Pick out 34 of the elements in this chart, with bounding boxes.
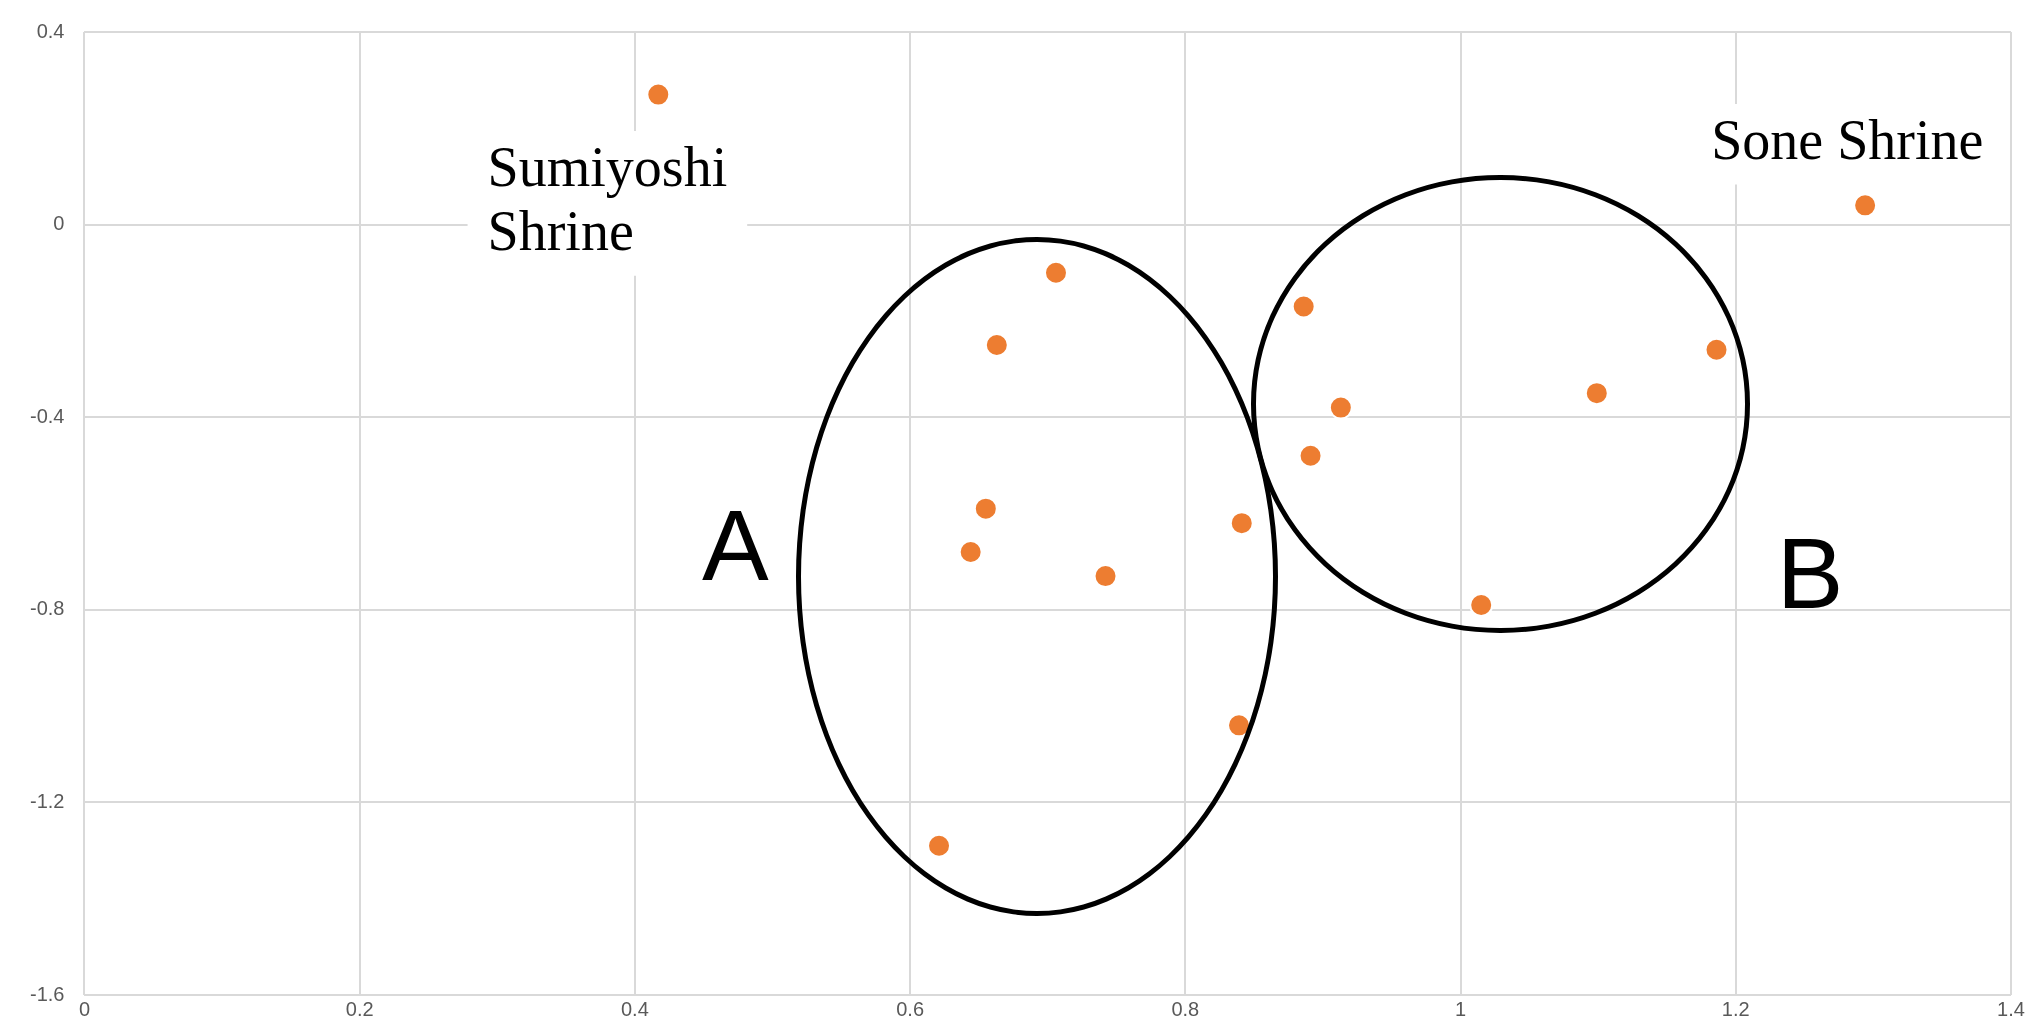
annotation: A xyxy=(702,489,770,602)
point xyxy=(1584,381,1609,406)
point xyxy=(1853,193,1878,218)
point xyxy=(1291,294,1316,319)
annotation: B xyxy=(1776,517,1844,630)
x-tick-label: 1.2 xyxy=(1721,997,1750,1020)
y-tick-label: -0.4 xyxy=(29,404,65,427)
x-tick-label: 0 xyxy=(78,997,91,1020)
annotation: Sone Shrine xyxy=(1711,108,1984,171)
point xyxy=(646,82,671,107)
y-tick-label: -1.2 xyxy=(29,789,65,812)
point xyxy=(1227,713,1252,738)
point xyxy=(973,496,998,521)
point xyxy=(1704,337,1729,362)
x-tick-label: 0.2 xyxy=(345,997,374,1020)
y-tick-label: -0.8 xyxy=(29,597,65,620)
point xyxy=(1093,564,1118,589)
point xyxy=(1298,443,1323,468)
point xyxy=(1328,395,1353,420)
y-tick-label: 0.4 xyxy=(36,19,65,42)
x-tick-label: 1 xyxy=(1455,997,1467,1020)
annotation: Sumiyoshi Shrine xyxy=(487,135,728,263)
point xyxy=(1043,260,1068,285)
point xyxy=(1469,592,1494,617)
point xyxy=(1229,511,1254,536)
point xyxy=(984,332,1009,357)
y-tick-label: -1.6 xyxy=(29,982,65,1005)
point xyxy=(958,540,983,565)
point xyxy=(927,833,952,858)
x-tick-label: 1.4 xyxy=(1997,997,2025,1020)
x-tick-label: 0.8 xyxy=(1171,997,1200,1020)
y-tick-label: 0 xyxy=(53,212,65,235)
x-tick-label: 0.4 xyxy=(621,997,649,1020)
x-tick-label: 0.6 xyxy=(896,997,925,1020)
